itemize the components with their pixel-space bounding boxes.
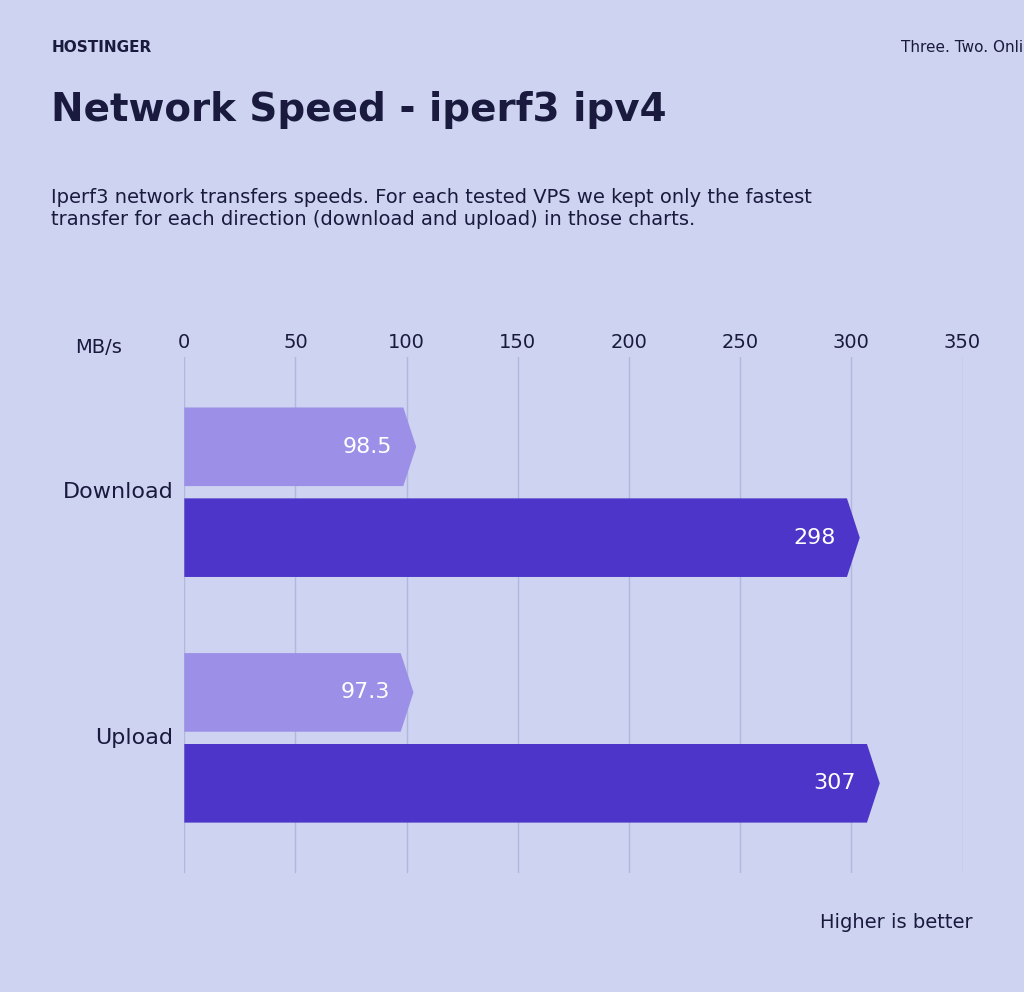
Polygon shape (184, 498, 860, 577)
Text: 98.5: 98.5 (343, 436, 392, 456)
Polygon shape (184, 408, 416, 486)
Text: HOSTINGER: HOSTINGER (51, 40, 152, 55)
Text: 307: 307 (813, 774, 856, 794)
Text: Iperf3 network transfers speeds. For each tested VPS we kept only the fastest
tr: Iperf3 network transfers speeds. For eac… (51, 188, 812, 229)
Text: Higher is better: Higher is better (820, 914, 973, 932)
Text: 298: 298 (794, 528, 836, 548)
Text: Download: Download (62, 482, 173, 502)
Text: Network Speed - iperf3 ipv4: Network Speed - iperf3 ipv4 (51, 91, 667, 129)
Text: Three. Two. Online: Three. Two. Online (901, 40, 1024, 55)
Polygon shape (184, 744, 880, 822)
Polygon shape (184, 653, 414, 732)
Text: 97.3: 97.3 (340, 682, 389, 702)
Text: Upload: Upload (95, 728, 173, 748)
Text: MB/s: MB/s (76, 338, 122, 357)
